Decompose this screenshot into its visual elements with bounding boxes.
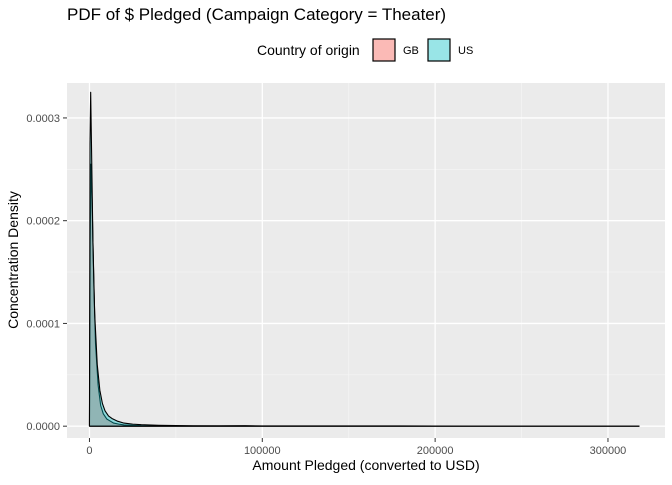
series-layer [88,91,640,427]
y-tick-label: 0.0003 [26,113,60,125]
x-tick-label: 200000 [417,445,454,457]
x-tick-label: 300000 [590,445,627,457]
y-tick-label: 0.0001 [26,318,60,330]
y-axis-title: Concentration Density [5,191,21,329]
plot-panel [67,83,665,438]
legend: Country of origin GB US [257,38,473,62]
x-axis-title: Amount Pledged (converted to USD) [252,457,479,473]
density-area-us [88,91,640,427]
legend-label-gb: GB [403,45,419,57]
legend-key-gb [372,38,396,62]
x-tick-label: 0 [86,445,92,457]
y-tick-label: 0.0000 [26,421,60,433]
axis-layer: 0 100000 200000 300000 0.0000 0.0001 0.0002 0.0… [26,113,626,457]
y-tick-label: 0.0002 [26,216,60,228]
legend-title: Country of origin [257,42,360,58]
x-tick-label: 100000 [244,445,281,457]
legend-key-us [427,38,451,62]
legend-label-us: US [458,45,473,57]
chart-title: PDF of $ Pledged (Campaign Category = Th… [67,5,446,24]
